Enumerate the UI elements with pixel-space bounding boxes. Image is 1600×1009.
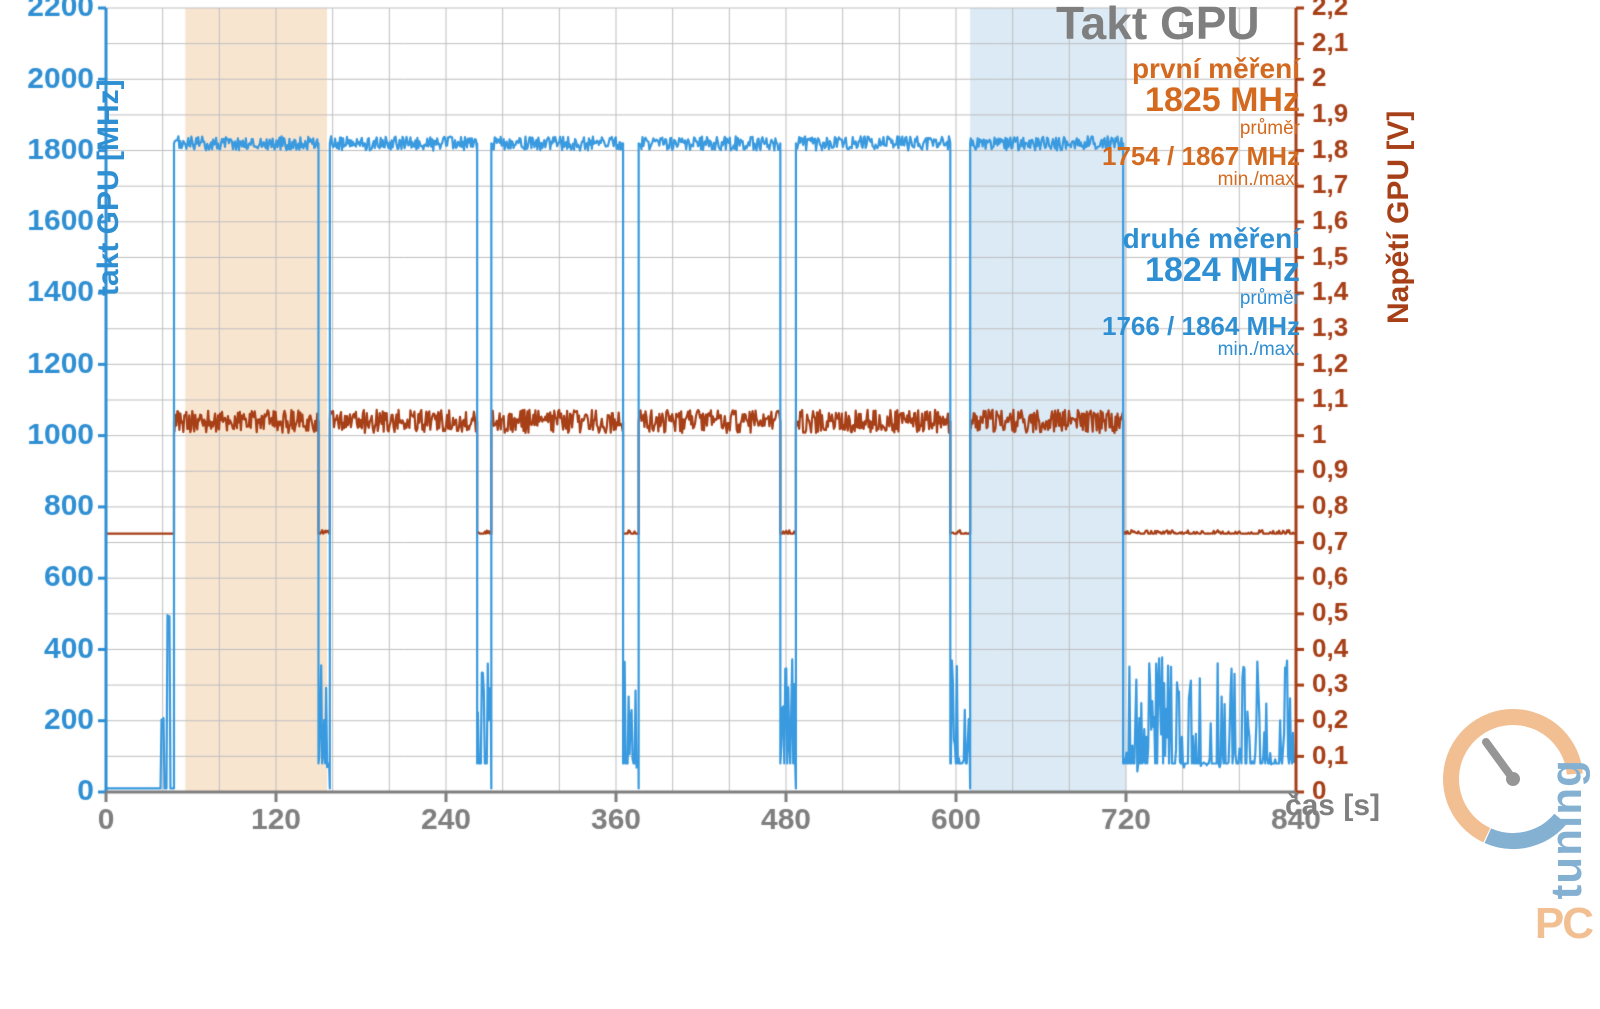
annotation-second-heading: druhé měření bbox=[1102, 224, 1300, 253]
annotation-second-sub1: průměr bbox=[1102, 289, 1300, 309]
annotation-first-value: 1825 MHz bbox=[1102, 83, 1300, 119]
gpu-clock-voltage-chart bbox=[0, 0, 1600, 1009]
y2-axis-label: Napětí GPU [V] bbox=[1382, 111, 1416, 324]
annotation-first-sub2: min./max. bbox=[1102, 170, 1300, 190]
annotation-second-sub2: min./max. bbox=[1102, 340, 1300, 360]
chart-title: Takt GPU bbox=[1056, 0, 1260, 50]
annotation-first-heading: první měření bbox=[1102, 54, 1300, 83]
annotation-first-minmax: 1754 / 1867 MHz bbox=[1102, 143, 1300, 170]
annotation-first-measurement: první měření 1825 MHz průměr 1754 / 1867… bbox=[1102, 54, 1300, 190]
annotation-second-value: 1824 MHz bbox=[1102, 253, 1300, 289]
annotation-second-measurement: druhé měření 1824 MHz průměr 1766 / 1864… bbox=[1102, 224, 1300, 360]
x-axis-label: čas [s] bbox=[1285, 789, 1380, 823]
y1-axis-label: takt GPU [MHz] bbox=[92, 79, 126, 296]
annotation-first-sub1: průměr bbox=[1102, 119, 1300, 139]
annotation-second-minmax: 1766 / 1864 MHz bbox=[1102, 313, 1300, 340]
